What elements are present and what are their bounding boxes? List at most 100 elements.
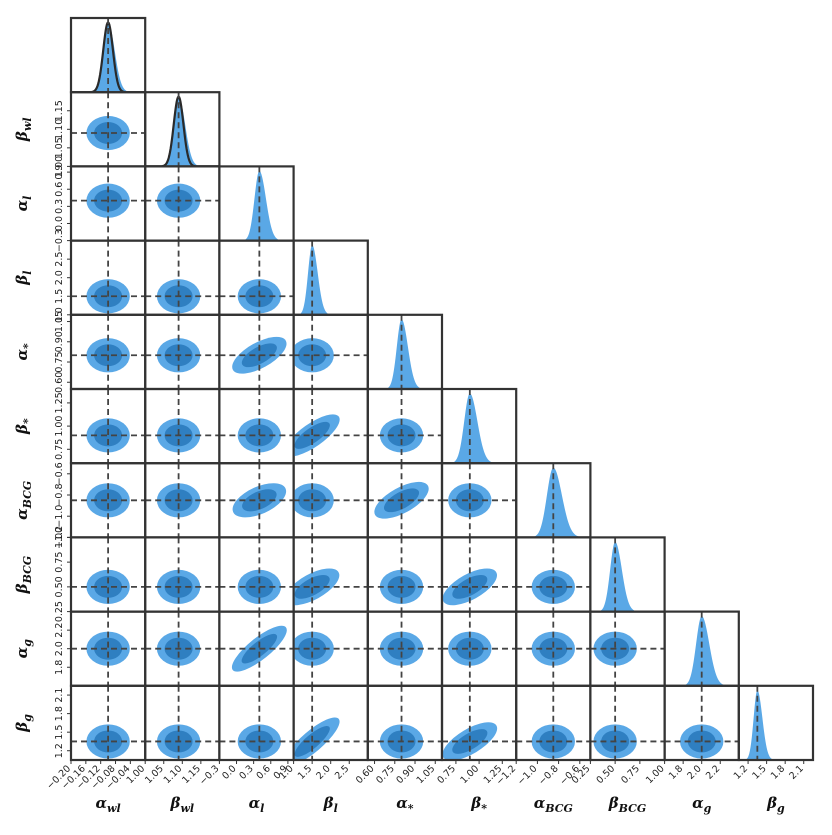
panel-3-3 — [292, 239, 369, 316]
panel-7-7 — [589, 536, 666, 613]
y-tick-label-β_g-3: 2.1 — [54, 688, 65, 703]
y-tick-label-α_l-4: 0.9 — [54, 165, 65, 180]
panel-9-5 — [440, 684, 518, 762]
x-tick-label-α_g-2: 2.2 — [704, 763, 722, 781]
y-label-β_BCG: βBCG — [13, 556, 34, 595]
y-tick-label-β_l-1: 1.5 — [54, 289, 65, 304]
contour-68-5-2 — [245, 424, 274, 447]
marginal-fill-β_l — [293, 245, 368, 315]
panel-7-5 — [440, 536, 518, 613]
x-tick-label-α_*-1: 0.75 — [374, 763, 397, 786]
panel-9-9 — [737, 684, 815, 762]
contour-68-8-3 — [298, 637, 327, 660]
panel-7-1 — [144, 536, 221, 613]
y-label-α_BCG: αBCG — [13, 481, 34, 520]
y-label-β_l: βl — [13, 271, 34, 286]
x-tick-label-α_l-0: −0.3 — [197, 763, 221, 787]
marginal-fill-β_g — [740, 690, 780, 760]
panel-8-0 — [69, 610, 147, 687]
panel-4-2 — [218, 313, 295, 391]
y-axis-β_*: 0.75 1.00 1.25 β* — [13, 392, 71, 460]
y-tick-label-β_l-2: 2.0 — [54, 270, 65, 285]
y-tick-label-α_BCG-3: −0.6 — [54, 462, 65, 485]
x-tick-label-α_l-2: 0.3 — [237, 763, 255, 781]
x-label-β_*: β* — [470, 794, 487, 815]
x-label-α_*: α* — [396, 794, 414, 815]
panel-frame-9-9 — [737, 684, 815, 762]
y-tick-label-α_*-1: 0.75 — [54, 351, 65, 372]
x-tick-label-β_BCG-2: 0.75 — [619, 763, 642, 786]
y-tick-label-α_g-1: 2.0 — [54, 641, 65, 656]
y-label-β_g: βg — [13, 714, 34, 733]
y-tick-label-β_wl-1: 1.05 — [54, 137, 65, 158]
x-axis-α_*: 0.600.750.901.05α* — [354, 760, 437, 815]
panel-5-3 — [292, 387, 369, 465]
marginal-fill-α_g — [676, 616, 736, 686]
y-tick-label-β_wl-0: 1.00 — [54, 156, 65, 177]
panel-9-8 — [663, 684, 740, 762]
y-tick-label-α_*-3: 1.05 — [54, 311, 65, 332]
panel-3-1 — [144, 239, 221, 316]
panel-7-6 — [515, 536, 592, 613]
panel-7-4 — [366, 536, 444, 613]
panel-2-0 — [69, 165, 147, 242]
x-tick-label-β_wl-1: 1.05 — [143, 763, 166, 786]
y-tick-label-α_l-0: −0.3 — [54, 229, 65, 252]
x-tick-label-β_l-2: 2.0 — [314, 763, 332, 781]
panel-0-0 — [69, 16, 147, 94]
x-tick-label-α_*-3: 1.05 — [415, 763, 438, 786]
x-label-β_BCG: βBCG — [608, 794, 647, 815]
panel-8-4 — [366, 610, 444, 687]
panel-4-0 — [69, 313, 147, 391]
y-tick-label-β_*-0: 0.75 — [54, 439, 65, 460]
y-tick-label-α_BCG-2: −0.8 — [54, 483, 65, 506]
contour-68-8-0 — [94, 637, 123, 660]
panel-7-2 — [218, 536, 295, 613]
y-tick-label-α_g-2: 2.2 — [54, 623, 65, 638]
y-axis-α_l: −0.30.0 0.3 0.6 0.9 αl — [13, 165, 71, 252]
x-tick-label-α_BCG-2: −0.8 — [537, 763, 561, 787]
panel-8-3 — [292, 610, 369, 687]
panel-6-2 — [218, 462, 295, 539]
y-label-β_*: β* — [13, 418, 34, 435]
panel-8-8 — [663, 610, 740, 687]
panel-6-0 — [69, 462, 147, 539]
x-label-α_wl: αwl — [95, 794, 120, 815]
panel-5-5 — [440, 387, 518, 465]
x-tick-label-β_g-2: 1.8 — [769, 763, 787, 781]
panel-6-4 — [366, 462, 444, 539]
x-tick-label-β_wl-2: 1.10 — [162, 763, 185, 786]
x-tick-label-α_l-3: 0.6 — [254, 763, 272, 781]
panel-8-2 — [218, 610, 295, 687]
y-tick-label-α_BCG-0: −1.2 — [54, 526, 65, 549]
y-axis-α_BCG: −1.2−1.0−0.8−0.6 αBCG — [13, 462, 71, 549]
y-tick-label-β_BCG-3: 1.00 — [54, 527, 65, 548]
panel-8-6 — [515, 610, 592, 687]
x-tick-label-β_BCG-3: 1.00 — [644, 763, 667, 786]
x-tick-label-β_BCG-1: 0.50 — [595, 763, 618, 786]
x-tick-label-α_*-2: 0.90 — [394, 763, 417, 786]
contour-68-7-5 — [452, 574, 488, 599]
y-axis-α_*: 0.600.750.901.05 α* — [13, 311, 71, 393]
x-tick-label-α_g-0: 1.8 — [667, 763, 685, 781]
x-tick-label-β_g-1: 1.5 — [750, 763, 768, 781]
x-tick-label-β_*-0: 0.75 — [435, 763, 458, 786]
x-axis-α_g: 1.8 2.0 2.2 αg — [667, 760, 722, 815]
y-label-α_g: αg — [13, 639, 34, 659]
y-tick-label-β_*-1: 1.00 — [54, 416, 65, 437]
x-tick-label-β_l-3: 2.5 — [333, 763, 351, 781]
panel-9-1 — [144, 684, 221, 762]
marginal-fill-α_l — [237, 170, 289, 241]
y-label-α_*: α* — [13, 343, 34, 361]
panel-9-0 — [69, 684, 147, 762]
x-axis-β_l: 1.0 1.5 2.0 2.5βl — [277, 760, 351, 815]
x-tick-label-α_l-1: 0.0 — [220, 763, 238, 781]
panel-6-6 — [515, 462, 592, 539]
contour-68-8-2 — [241, 633, 278, 664]
y-tick-label-α_g-0: 1.8 — [54, 660, 65, 675]
contour-68-6-0 — [94, 489, 123, 512]
x-axis-α_l: −0.30.00.30.60.9αl — [197, 760, 290, 815]
contour-68-6-3 — [298, 489, 327, 512]
panel-4-1 — [144, 313, 221, 391]
